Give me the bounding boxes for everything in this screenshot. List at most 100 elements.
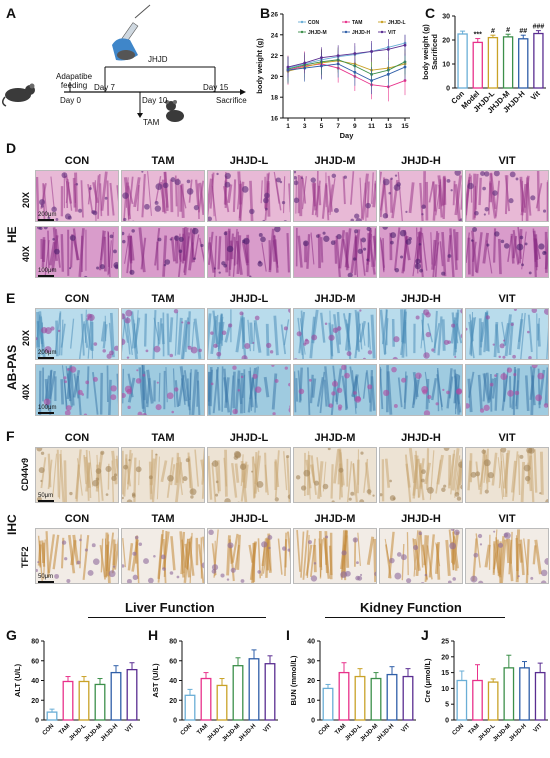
tissue-strand bbox=[484, 544, 491, 568]
tissue-strand bbox=[200, 459, 204, 484]
tissue-cell bbox=[63, 376, 67, 380]
tissue-cell bbox=[542, 250, 547, 256]
tissue-strand bbox=[223, 457, 228, 487]
tissue-cell bbox=[287, 548, 290, 552]
tissue-cell bbox=[300, 485, 307, 491]
ihc-tff2-scalebar-text: 50μm bbox=[38, 574, 54, 580]
tissue-cell bbox=[44, 346, 52, 354]
tissue-cell bbox=[506, 367, 513, 373]
tissue-strand bbox=[152, 310, 157, 359]
tissue-strand bbox=[240, 372, 244, 414]
tissue-strand bbox=[508, 539, 513, 575]
tissue-strand bbox=[236, 534, 241, 570]
tissue-strand bbox=[529, 367, 536, 401]
ihc-tff2-tile-jhjd-m-texture bbox=[296, 529, 376, 583]
tissue-cell bbox=[327, 448, 331, 451]
tissue-strand bbox=[231, 462, 238, 498]
tissue-cell bbox=[251, 470, 254, 473]
tissue-strand bbox=[100, 171, 108, 211]
tissue-cell bbox=[479, 543, 483, 546]
ihc-cd44-tile-vit bbox=[465, 447, 549, 503]
tissue-cell bbox=[257, 570, 262, 574]
tissue-cell bbox=[78, 208, 83, 213]
tissue-strand bbox=[38, 311, 44, 345]
tissue-strand bbox=[85, 319, 93, 350]
tissue-cell bbox=[232, 365, 237, 370]
tissue-cell bbox=[354, 395, 362, 403]
tissue-cell bbox=[187, 345, 192, 350]
tissue-strand bbox=[60, 234, 65, 272]
tissue-strand bbox=[49, 241, 56, 266]
tissue-cell bbox=[144, 203, 150, 210]
tissue-cell bbox=[252, 373, 258, 379]
abpas-40x-tile-vit-texture bbox=[466, 365, 548, 415]
tissue-strand bbox=[235, 316, 244, 353]
tissue-strand bbox=[502, 450, 511, 489]
tissue-strand bbox=[138, 460, 140, 486]
tissue-strand bbox=[370, 314, 376, 359]
ihc-cd44-scalebar-line bbox=[38, 500, 54, 502]
tissue-strand bbox=[177, 317, 183, 355]
y-tick-label: 0 bbox=[311, 718, 315, 725]
tissue-cell bbox=[77, 389, 83, 395]
tissue-strand bbox=[263, 376, 270, 398]
tissue-cell bbox=[223, 231, 228, 236]
tissue-strand bbox=[70, 318, 75, 349]
tissue-cell bbox=[157, 237, 162, 242]
tissue-strand bbox=[327, 175, 333, 212]
tissue-strand bbox=[352, 463, 358, 502]
tissue-strand bbox=[300, 531, 305, 578]
y-tick-label: 40 bbox=[169, 678, 177, 685]
tissue-cell bbox=[223, 263, 228, 268]
ihc-tff2-tile-jhjd-l bbox=[207, 528, 291, 584]
tissue-cell bbox=[122, 392, 126, 399]
tissue-strand bbox=[298, 311, 306, 354]
ihc-tff2-tile-tam bbox=[121, 528, 205, 584]
tissue-cell bbox=[274, 227, 281, 233]
tissue-cell bbox=[526, 330, 530, 334]
tissue-cell bbox=[220, 573, 225, 578]
tissue-strand bbox=[274, 239, 279, 273]
abpas-20x-tile-vit bbox=[465, 308, 549, 360]
tissue-cell bbox=[216, 351, 222, 357]
column-header-tam: TAM bbox=[151, 155, 175, 167]
tissue-strand bbox=[380, 366, 384, 410]
tissue-cell bbox=[271, 365, 275, 367]
tissue-strand bbox=[122, 368, 124, 404]
tissue-cell bbox=[354, 229, 359, 234]
tissue-cell bbox=[382, 213, 389, 219]
tissue-strand bbox=[179, 531, 185, 578]
he-40x-tile-jhjd-h bbox=[379, 226, 463, 278]
tissue-cell bbox=[391, 366, 397, 373]
tissue-strand bbox=[366, 181, 370, 218]
tissue-cell bbox=[53, 248, 60, 255]
tissue-strand bbox=[266, 538, 270, 571]
tissue-strand bbox=[198, 180, 204, 213]
tissue-cell bbox=[425, 331, 431, 338]
tissue-strand bbox=[320, 237, 324, 263]
x-tick-label: JHJD-H bbox=[376, 723, 396, 743]
y-tick-label: 18 bbox=[271, 95, 279, 102]
tissue-strand bbox=[478, 177, 482, 206]
tissue-strand bbox=[467, 378, 473, 413]
tissue-strand bbox=[391, 318, 395, 347]
tissue-cell bbox=[252, 341, 255, 344]
tissue-strand bbox=[372, 180, 376, 208]
x-tick-label: TAM bbox=[334, 723, 347, 736]
tissue-strand bbox=[491, 452, 498, 486]
ihc-tff2-header-jhjd-h: JHJD-H bbox=[401, 513, 441, 525]
tissue-cell bbox=[447, 254, 452, 258]
tissue-strand bbox=[240, 454, 244, 487]
tissue-strand bbox=[99, 372, 103, 415]
abpas-scalebar-200-text: 200μm bbox=[38, 350, 57, 356]
tissue-cell bbox=[336, 233, 342, 240]
tissue-cell bbox=[333, 207, 339, 213]
tissue-cell bbox=[454, 355, 457, 358]
tissue-cell bbox=[483, 459, 491, 467]
tissue-strand bbox=[494, 373, 499, 411]
tissue-strand bbox=[415, 530, 422, 577]
tissue-cell bbox=[164, 259, 171, 265]
tissue-strand bbox=[231, 533, 239, 563]
legend-marker bbox=[344, 20, 348, 24]
tissue-strand bbox=[505, 538, 510, 564]
